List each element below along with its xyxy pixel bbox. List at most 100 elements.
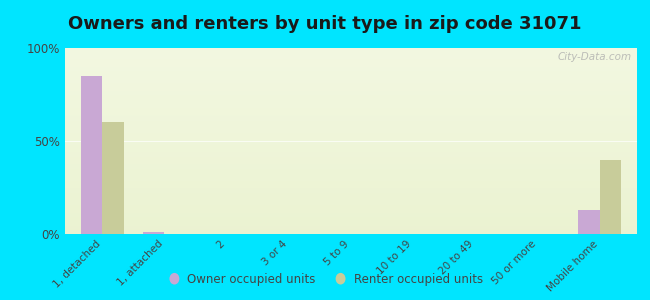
Bar [65,68,637,69]
Bar [65,112,637,113]
Bar [65,181,637,182]
Bar [65,60,637,61]
Bar [65,63,637,64]
Bar [65,185,637,186]
Bar [65,55,637,56]
Bar [65,111,637,112]
Bar [65,114,637,115]
Bar [65,208,637,209]
Bar [65,193,637,194]
Text: City-Data.com: City-Data.com [557,52,631,62]
Bar [65,119,637,120]
Bar [65,141,637,142]
Bar [65,192,637,193]
Bar [65,88,637,89]
Bar [65,126,637,127]
Bar [65,157,637,158]
Bar [65,166,637,167]
Bar [65,229,637,230]
Bar [65,117,637,118]
Bar [65,184,637,185]
Bar [65,150,637,151]
Bar [65,64,637,65]
Bar [65,95,637,96]
Bar [65,146,637,147]
Bar [65,161,637,162]
Bar [65,144,637,145]
Bar [65,226,637,227]
Bar [65,151,637,152]
Bar [65,54,637,55]
Bar [65,51,637,52]
Bar [65,129,637,130]
Bar [65,83,637,84]
Bar [65,73,637,74]
Bar [578,210,600,234]
Bar [65,113,637,114]
Bar [65,230,637,231]
Bar [600,160,621,234]
Bar [65,76,637,77]
Bar [65,85,637,86]
Bar [65,210,637,211]
Bar [65,133,637,134]
Bar [65,132,637,133]
Bar [65,200,637,202]
Bar [65,171,637,172]
Bar [65,214,637,215]
Bar [65,196,637,197]
Bar [65,100,637,101]
Bar [65,158,637,159]
Bar [65,155,637,156]
Bar [65,102,637,103]
Bar [65,61,637,62]
Bar [65,94,637,95]
Bar [65,160,637,161]
Bar [65,56,637,57]
Bar [65,164,637,165]
Bar [65,104,637,105]
Bar [65,77,637,78]
Bar [65,186,637,187]
Bar [65,225,637,226]
Bar [65,159,637,160]
Bar [65,199,637,200]
Bar [65,52,637,54]
Bar [65,82,637,83]
Bar [65,99,637,100]
Bar [65,124,637,125]
Bar [65,49,637,50]
Bar [65,67,637,68]
Bar [65,98,637,99]
Bar [65,215,637,216]
Bar [65,140,637,141]
Bar [65,156,637,157]
Bar [65,136,637,137]
Bar [65,173,637,175]
Bar [65,80,637,82]
Bar [65,128,637,129]
Bar [65,213,637,214]
Bar [102,122,124,234]
Bar [65,118,637,119]
Bar [65,188,637,189]
Bar [65,58,637,59]
Bar [65,59,637,60]
Bar [65,121,637,122]
Bar [65,233,637,234]
Bar [65,178,637,179]
Bar [65,172,637,173]
Bar [65,142,637,143]
Bar [65,169,637,170]
Bar [81,76,102,234]
Bar [65,138,637,139]
Bar [65,123,637,124]
Bar [65,97,637,98]
Bar [65,195,637,196]
Bar [65,127,637,128]
Bar [65,198,637,199]
Bar [65,71,637,72]
Bar [65,48,637,49]
Bar [65,162,637,163]
Bar [65,224,637,225]
